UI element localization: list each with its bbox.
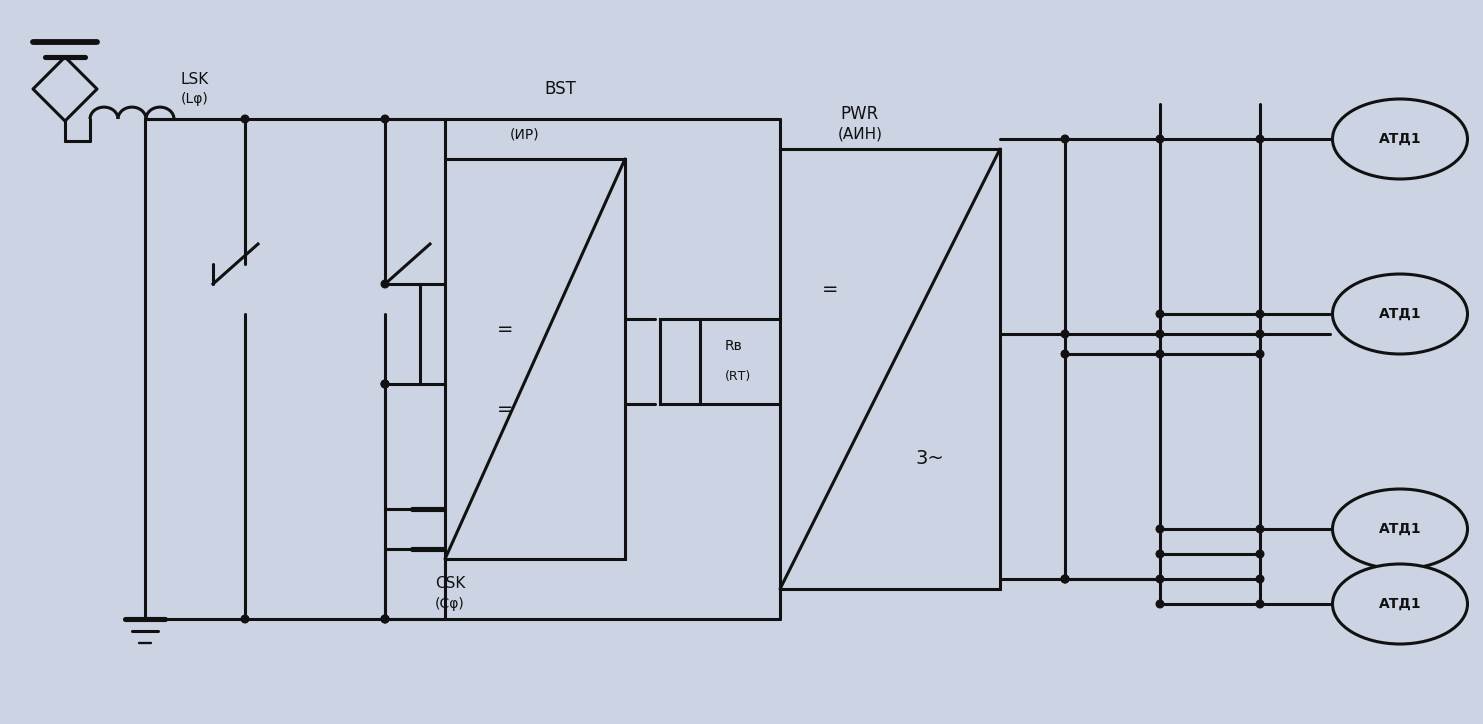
Text: 3~: 3~ bbox=[915, 450, 945, 468]
Text: R₂: R₂ bbox=[480, 327, 495, 341]
Bar bbox=[445, 159, 624, 559]
Text: =: = bbox=[497, 400, 513, 418]
Circle shape bbox=[1157, 575, 1164, 583]
Bar bbox=[420, 284, 460, 384]
Circle shape bbox=[1256, 550, 1264, 557]
Circle shape bbox=[1256, 135, 1264, 143]
Text: BST: BST bbox=[544, 80, 575, 98]
Circle shape bbox=[1157, 600, 1164, 608]
Circle shape bbox=[1157, 525, 1164, 533]
Ellipse shape bbox=[1333, 99, 1468, 179]
Circle shape bbox=[381, 380, 389, 388]
Circle shape bbox=[1157, 350, 1164, 358]
Bar bbox=[660, 319, 700, 404]
Circle shape bbox=[1157, 310, 1164, 318]
Text: Rв: Rв bbox=[725, 340, 743, 353]
Circle shape bbox=[242, 115, 249, 123]
Text: CSK: CSK bbox=[435, 576, 466, 592]
Text: АТД1: АТД1 bbox=[1379, 307, 1421, 321]
Circle shape bbox=[381, 380, 389, 388]
Text: (ИР): (ИР) bbox=[510, 127, 540, 141]
Text: PWR: PWR bbox=[841, 105, 879, 123]
Text: АТД1: АТД1 bbox=[1379, 132, 1421, 146]
Text: АТД1: АТД1 bbox=[1379, 522, 1421, 536]
Circle shape bbox=[1256, 575, 1264, 583]
Circle shape bbox=[1256, 310, 1264, 318]
Circle shape bbox=[1062, 575, 1069, 583]
Ellipse shape bbox=[1333, 274, 1468, 354]
Circle shape bbox=[1157, 330, 1164, 338]
Circle shape bbox=[381, 615, 389, 623]
Circle shape bbox=[1062, 330, 1069, 338]
Text: (RТ): (RТ) bbox=[725, 370, 752, 383]
Circle shape bbox=[242, 615, 249, 623]
Text: =: = bbox=[822, 279, 838, 298]
Ellipse shape bbox=[1333, 564, 1468, 644]
Circle shape bbox=[381, 115, 389, 123]
Circle shape bbox=[381, 615, 389, 623]
Circle shape bbox=[1256, 330, 1264, 338]
Text: (Lφ): (Lφ) bbox=[181, 92, 209, 106]
Bar bbox=[780, 149, 1000, 589]
Text: (Cφ): (Cφ) bbox=[435, 597, 464, 611]
Circle shape bbox=[1256, 350, 1264, 358]
Circle shape bbox=[1062, 135, 1069, 143]
Ellipse shape bbox=[1333, 489, 1468, 569]
Text: (АИН): (АИН) bbox=[838, 127, 882, 141]
Circle shape bbox=[1062, 575, 1069, 583]
Circle shape bbox=[1256, 600, 1264, 608]
Circle shape bbox=[1157, 135, 1164, 143]
Circle shape bbox=[1157, 550, 1164, 557]
Circle shape bbox=[381, 280, 389, 288]
Text: LSK: LSK bbox=[181, 72, 209, 86]
Text: =: = bbox=[497, 319, 513, 339]
Circle shape bbox=[1256, 525, 1264, 533]
Circle shape bbox=[1062, 350, 1069, 358]
Text: АТД1: АТД1 bbox=[1379, 597, 1421, 611]
